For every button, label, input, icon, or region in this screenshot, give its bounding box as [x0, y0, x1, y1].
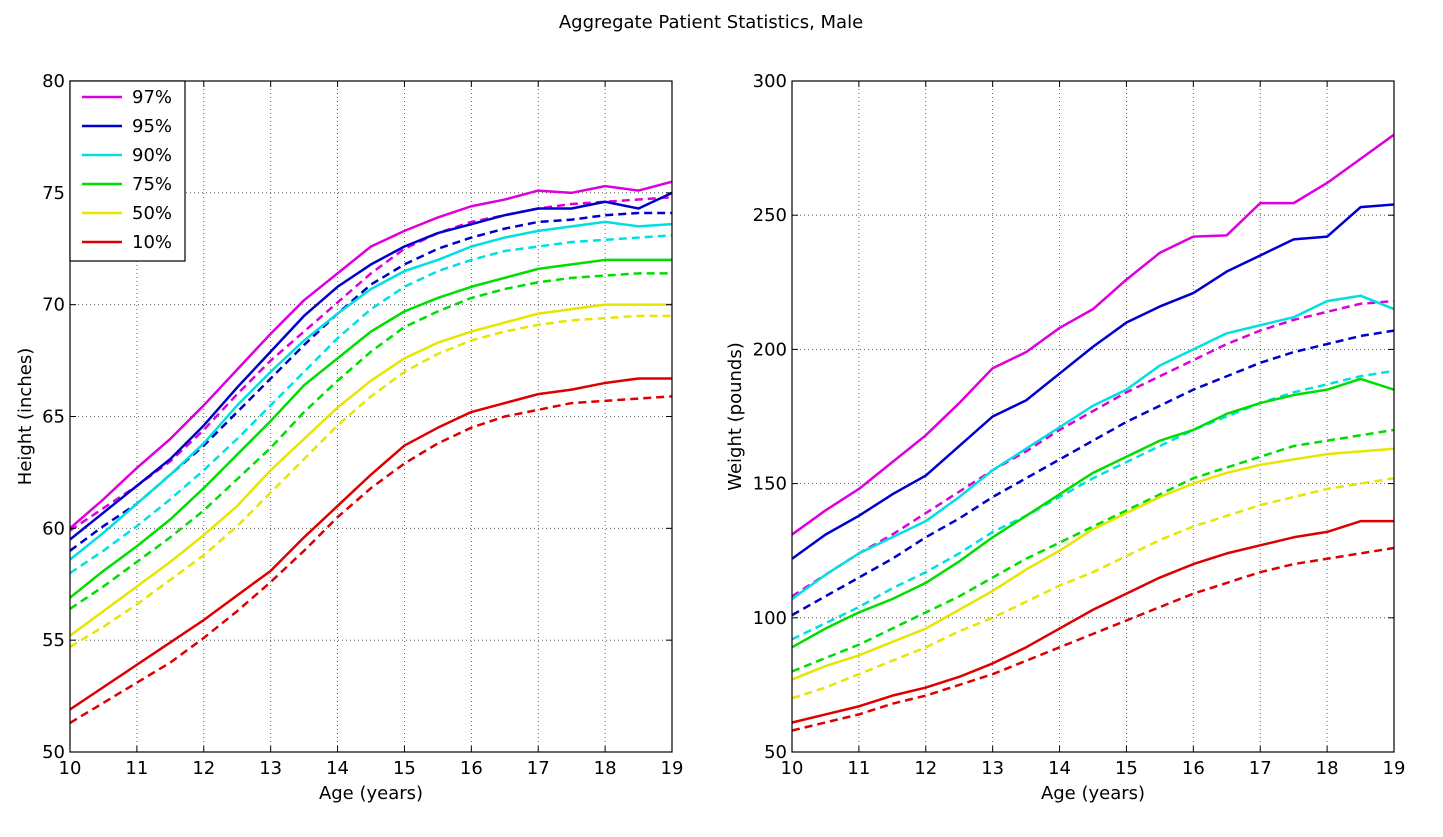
- y-tick-label: 50: [42, 742, 65, 763]
- legend-label: 90%: [132, 145, 172, 166]
- y-tick-label: 60: [42, 518, 65, 539]
- series-line-p90-dashed: [70, 234, 672, 575]
- x-tick-label: 17: [1249, 758, 1272, 779]
- x-tick-label: 14: [1048, 758, 1071, 779]
- y-tick-label: 50: [764, 742, 787, 763]
- x-tick-label: 14: [326, 758, 349, 779]
- series-line-p75: [792, 377, 1394, 649]
- series-line-p50-dashed: [70, 314, 672, 648]
- series-group: [792, 133, 1394, 732]
- x-tick-label: 15: [1115, 758, 1138, 779]
- series-line-p50: [792, 447, 1394, 681]
- y-tick-label: 70: [42, 295, 65, 316]
- y-tick-label: 200: [753, 339, 787, 360]
- axes-frame: [791, 80, 1395, 753]
- figure-title: Aggregate Patient Statistics, Male: [559, 12, 863, 33]
- legend-label: 95%: [132, 116, 172, 137]
- series-line-p97-dashed: [792, 299, 1394, 598]
- x-axis-label: Age (years): [319, 783, 423, 804]
- series-line-p10-dashed: [70, 395, 672, 724]
- series-line-p90: [792, 294, 1394, 601]
- series-line-p10: [70, 377, 672, 711]
- y-tick-label: 250: [753, 205, 787, 226]
- x-tick-label: 13: [259, 758, 282, 779]
- y-axis-label: Height (inches): [15, 348, 36, 485]
- series-line-p75-dashed: [70, 272, 672, 610]
- y-tick-label: 55: [42, 630, 65, 651]
- series-line-p50-dashed: [792, 476, 1394, 700]
- series-line-p97-dashed: [70, 196, 672, 532]
- x-tick-label: 11: [847, 758, 870, 779]
- series-line-p50: [70, 303, 672, 637]
- x-tick-label: 12: [914, 758, 937, 779]
- y-tick-label: 100: [753, 608, 787, 629]
- x-tick-label: 10: [781, 758, 804, 779]
- y-tick-label: 150: [753, 474, 787, 495]
- series-line-p10: [792, 519, 1394, 724]
- x-tick-label: 16: [1182, 758, 1205, 779]
- legend-label: 10%: [132, 232, 172, 253]
- legend-label: 97%: [132, 87, 172, 108]
- x-tick-label: 19: [661, 758, 684, 779]
- y-tick-label: 65: [42, 407, 65, 428]
- legend-box: [69, 80, 186, 262]
- series-line-p97: [792, 133, 1394, 536]
- series-line-p90: [70, 220, 672, 561]
- x-tick-label: 11: [125, 758, 148, 779]
- y-axis-label: Weight (pounds): [725, 342, 746, 491]
- x-tick-label: 13: [981, 758, 1004, 779]
- x-axis-label: Age (years): [1041, 783, 1145, 804]
- x-tick-label: 16: [460, 758, 483, 779]
- series-line-p97: [70, 180, 672, 530]
- x-tick-label: 17: [527, 758, 550, 779]
- series-group: [70, 180, 672, 724]
- series-line-p75-dashed: [792, 428, 1394, 673]
- x-tick-label: 19: [1383, 758, 1406, 779]
- y-tick-label: 80: [42, 71, 65, 92]
- weight-chart: 10 11 12 13 14 15 16 17 18 19 50 100 150 200 250 300 Age…: [725, 71, 1405, 804]
- legend-label: 50%: [132, 203, 172, 224]
- series-line-p75: [70, 258, 672, 599]
- legend: 97% 95% 90% 75% 50% 10%: [69, 80, 186, 262]
- y-tick-label: 300: [753, 71, 787, 92]
- x-tick-label: 15: [393, 758, 416, 779]
- series-line-p95: [70, 191, 672, 541]
- x-tick-label: 18: [594, 758, 617, 779]
- series-line-p95-dashed: [70, 211, 672, 552]
- series-line-p95: [792, 203, 1394, 560]
- series-line-p90-dashed: [792, 369, 1394, 641]
- x-tick-label: 18: [1316, 758, 1339, 779]
- height-chart: 10 11 12 13 14 15 16 17 18 19 50 55 60 65 70 75 80 Age (y…: [15, 71, 683, 804]
- x-tick-label: 10: [59, 758, 82, 779]
- series-line-p10-dashed: [792, 546, 1394, 732]
- x-tick-label: 12: [192, 758, 215, 779]
- legend-label: 75%: [132, 174, 172, 195]
- y-tick-label: 75: [42, 183, 65, 204]
